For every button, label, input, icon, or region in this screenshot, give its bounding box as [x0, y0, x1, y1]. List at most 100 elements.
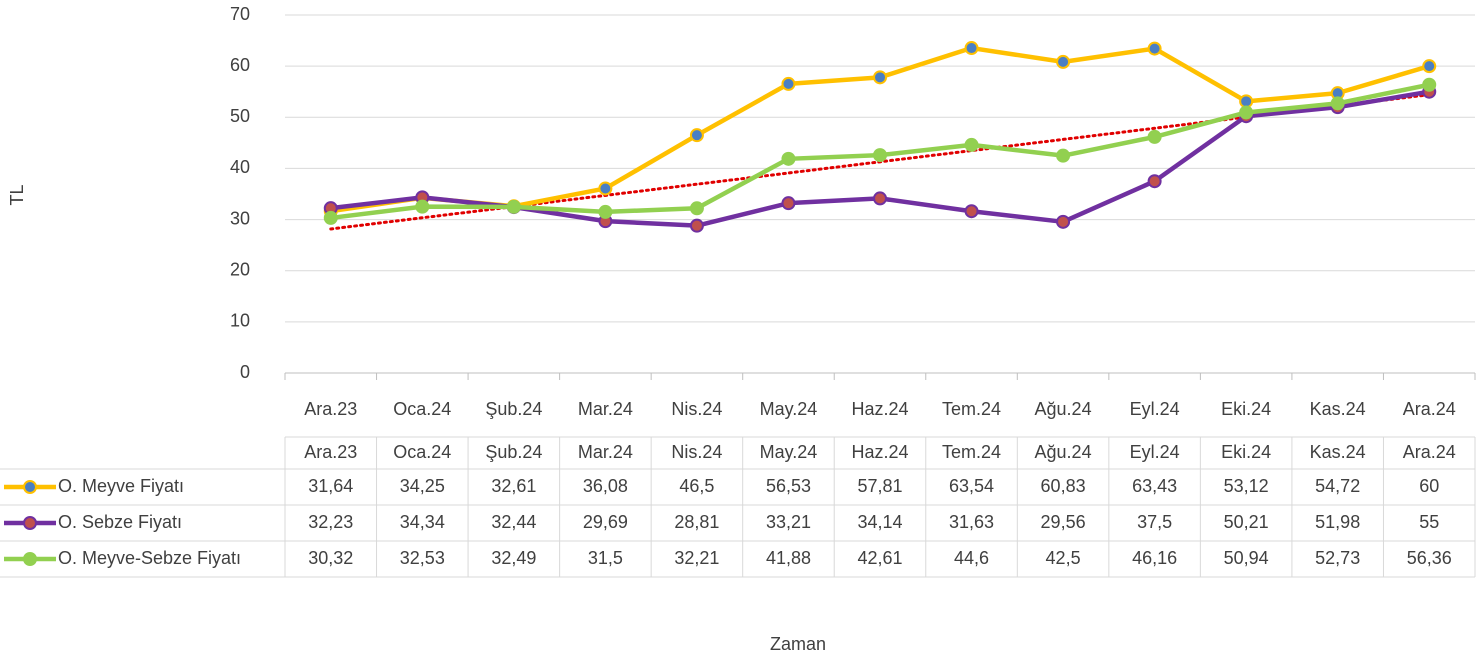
marker — [1147, 41, 1162, 56]
table-cell: 42,61 — [857, 548, 902, 568]
marker — [1147, 174, 1162, 189]
table-cell: 46,16 — [1132, 548, 1177, 568]
marker — [506, 199, 521, 214]
table-cell: 42,5 — [1046, 548, 1081, 568]
y-tick-label: 70 — [230, 4, 250, 24]
table-cell: 56,53 — [766, 476, 811, 496]
x-tick-label: Şub.24 — [485, 399, 542, 419]
y-tick-label: 20 — [230, 259, 250, 279]
marker — [1422, 77, 1437, 92]
table-cell: 44,6 — [954, 548, 989, 568]
x-tick-label: Nis.24 — [671, 399, 722, 419]
legend-marker — [23, 480, 37, 494]
table-cell: 34,25 — [400, 476, 445, 496]
table-cell: 36,08 — [583, 476, 628, 496]
table-cell: 28,81 — [674, 512, 719, 532]
y-tick-label: 10 — [230, 311, 250, 331]
table-header: Mar.24 — [578, 442, 633, 462]
table-cell: 63,43 — [1132, 476, 1177, 496]
y-tick-label: 30 — [230, 208, 250, 228]
table-cell: 41,88 — [766, 548, 811, 568]
marker — [873, 148, 887, 163]
x-tick-label: Ara.24 — [1403, 399, 1456, 419]
table-header: Nis.24 — [671, 442, 722, 462]
legend-label: O. Sebze Fiyatı — [58, 512, 182, 532]
marker — [1056, 54, 1071, 69]
table-cell: 32,21 — [674, 548, 719, 568]
marker — [689, 201, 704, 216]
table-header: Tem.24 — [942, 442, 1001, 462]
table-cell: 37,5 — [1137, 512, 1172, 532]
legend-marker — [23, 552, 37, 566]
table-cell: 33,21 — [766, 512, 811, 532]
x-tick-label: Eyl.24 — [1130, 399, 1180, 419]
table-cell: 32,44 — [491, 512, 536, 532]
table-header: Oca.24 — [393, 442, 451, 462]
x-tick-label: Ara.23 — [304, 399, 357, 419]
table-cell: 51,98 — [1315, 512, 1360, 532]
table-cell: 46,5 — [679, 476, 714, 496]
table-cell: 31,5 — [588, 548, 623, 568]
marker — [323, 210, 338, 225]
marker — [964, 137, 979, 152]
legend-marker — [23, 516, 37, 530]
x-tick-label: Oca.24 — [393, 399, 451, 419]
marker — [1147, 129, 1162, 144]
marker — [964, 41, 979, 56]
x-tick-label: Eki.24 — [1221, 399, 1271, 419]
table-cell: 63,54 — [949, 476, 994, 496]
table-header: Ara.23 — [304, 442, 357, 462]
marker — [1056, 148, 1071, 163]
table-header: Ağu.24 — [1035, 442, 1092, 462]
marker — [1330, 96, 1345, 111]
table-cell: 50,21 — [1224, 512, 1269, 532]
marker — [689, 218, 704, 233]
table-cell: 34,14 — [857, 512, 902, 532]
y-tick-label: 40 — [230, 157, 250, 177]
marker — [598, 204, 613, 219]
table-header: Ara.24 — [1403, 442, 1456, 462]
x-tick-label: May.24 — [760, 399, 818, 419]
marker — [873, 191, 887, 206]
table-cell: 31,63 — [949, 512, 994, 532]
x-axis-title: Zaman — [770, 634, 826, 654]
y-tick-label: 60 — [230, 55, 250, 75]
table-header: Şub.24 — [485, 442, 542, 462]
table-cell: 54,72 — [1315, 476, 1360, 496]
table-cell: 60 — [1419, 476, 1439, 496]
y-axis-title: TL — [7, 184, 27, 205]
y-tick-label: 0 — [240, 362, 250, 382]
marker — [964, 204, 979, 219]
table-cell: 32,61 — [491, 476, 536, 496]
marker — [415, 199, 430, 214]
table-header: Eyl.24 — [1130, 442, 1180, 462]
table-cell: 57,81 — [857, 476, 902, 496]
legend-label: O. Meyve-Sebze Fiyatı — [58, 548, 241, 568]
marker — [873, 70, 887, 85]
table-header: May.24 — [760, 442, 818, 462]
table-cell: 32,53 — [400, 548, 445, 568]
table-cell: 30,32 — [308, 548, 353, 568]
marker — [1239, 105, 1254, 120]
table-cell: 53,12 — [1224, 476, 1269, 496]
table-cell: 32,49 — [491, 548, 536, 568]
marker — [781, 76, 796, 91]
table-cell: 29,69 — [583, 512, 628, 532]
x-tick-label: Tem.24 — [942, 399, 1001, 419]
y-tick-label: 50 — [230, 106, 250, 126]
table-header: Eki.24 — [1221, 442, 1271, 462]
legend-label: O. Meyve Fiyatı — [58, 476, 184, 496]
table-header: Kas.24 — [1310, 442, 1366, 462]
table-cell: 56,36 — [1407, 548, 1452, 568]
x-tick-label: Haz.24 — [851, 399, 908, 419]
marker — [689, 128, 704, 143]
table-cell: 52,73 — [1315, 548, 1360, 568]
table-cell: 31,64 — [308, 476, 353, 496]
table-cell: 34,34 — [400, 512, 445, 532]
marker — [781, 151, 796, 166]
marker — [781, 196, 796, 211]
x-tick-label: Ağu.24 — [1035, 399, 1092, 419]
table-cell: 50,94 — [1224, 548, 1269, 568]
table-cell: 60,83 — [1041, 476, 1086, 496]
